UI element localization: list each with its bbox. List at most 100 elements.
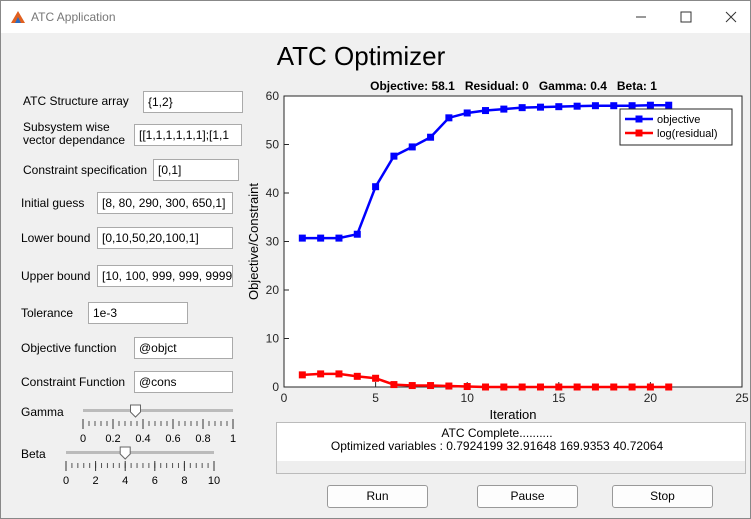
x-tick-label: 20	[644, 391, 658, 405]
slider-tick-label: 0	[80, 433, 86, 445]
marker	[518, 104, 526, 112]
field-label: Initial guess	[21, 196, 85, 210]
slider[interactable]: 0 2 4 6 8 10	[1, 443, 241, 488]
x-tick-label: 5	[372, 391, 379, 405]
field-label: Constraint Function	[21, 375, 126, 389]
y-tick-label: 30	[266, 235, 280, 249]
text-input[interactable]: 1e-3	[88, 302, 188, 324]
marker	[335, 234, 343, 242]
slider-thumb	[119, 446, 131, 460]
slider-tick-label: 0.2	[105, 433, 120, 445]
marker	[445, 382, 453, 390]
marker	[591, 383, 599, 391]
field-label: Tolerance	[21, 306, 74, 320]
marker	[390, 381, 398, 389]
marker	[555, 103, 563, 111]
field-label: ATC Structure array	[23, 94, 129, 108]
slider-tick-label: 4	[122, 475, 128, 487]
x-tick-label: 10	[461, 391, 475, 405]
slider-thumb	[130, 404, 141, 418]
field-label: Objective function	[21, 341, 117, 355]
marker	[591, 102, 599, 110]
text-input[interactable]: [10, 100, 999, 999, 9999	[97, 265, 233, 287]
marker	[372, 183, 380, 191]
marker	[665, 101, 673, 109]
text-input[interactable]: [[1,1,1,1,1,1];[1,1	[134, 124, 242, 146]
text-input[interactable]: [8, 80, 290, 300, 650,1]	[97, 192, 233, 214]
legend-box	[619, 108, 733, 146]
window-controls[interactable]	[631, 9, 741, 25]
marker	[628, 383, 636, 391]
window-title: ATC Application	[31, 10, 116, 24]
output-box: ATC Complete.......... Optimized variable…	[276, 422, 746, 474]
x-tick-label: 25	[735, 391, 749, 405]
slider-tick-label: 6	[152, 475, 158, 487]
marker	[665, 383, 673, 391]
marker	[482, 107, 490, 115]
slider-label: Beta	[21, 447, 46, 461]
slider-tick-label: 1	[230, 433, 236, 445]
marker	[335, 370, 343, 378]
marker	[463, 109, 471, 117]
y-tick-label: 20	[266, 283, 280, 297]
output-line: Optimized variables : 0.7924199 32.91648…	[330, 439, 664, 453]
x-tick-label: 0	[281, 391, 288, 405]
marker	[500, 383, 508, 391]
legend-marker	[635, 115, 643, 123]
field-label: Lower bound	[21, 231, 91, 245]
marker	[628, 102, 636, 110]
field-label: Constraint specification	[23, 163, 148, 177]
x-axis-label: Iteration	[490, 407, 537, 422]
marker	[536, 103, 544, 111]
marker	[427, 382, 435, 390]
slider[interactable]: 0 0.2 0.4 0.6 0.8 1	[1, 401, 241, 446]
marker	[610, 102, 618, 110]
y-tick-label: 50	[266, 138, 280, 152]
slider-tick-label: 0.6	[165, 433, 180, 445]
y-tick-label: 40	[266, 186, 280, 200]
app-icon	[11, 11, 25, 23]
button[interactable]: Stop	[612, 485, 713, 508]
marker	[317, 234, 325, 242]
slider-label: Gamma	[21, 405, 64, 419]
x-tick-label: 15	[552, 391, 566, 405]
slider-tick-label: 2	[93, 475, 99, 487]
legend-label: objective	[657, 114, 700, 126]
marker	[646, 383, 654, 391]
marker	[536, 383, 544, 391]
button[interactable]: Pause	[477, 485, 578, 508]
legend-label: log(residual)	[657, 128, 718, 140]
text-input[interactable]: {1,2}	[143, 91, 243, 113]
text-input[interactable]: [0,1]	[153, 159, 239, 181]
y-tick-label: 60	[266, 89, 280, 103]
marker	[353, 372, 361, 380]
slider-tick-label: 0	[63, 475, 69, 487]
field-label: Upper bound	[21, 269, 91, 283]
slider-track	[66, 451, 214, 454]
chart: 0 5 10 15 20 25 0 10 20 30 40 50 60 Iteration Objectiv…	[246, 89, 749, 422]
marker	[610, 383, 618, 391]
field-label: Subsystem wise vector dependance	[23, 120, 126, 147]
app-title: ATC Optimizer	[276, 41, 446, 71]
marker	[298, 371, 306, 379]
text-input[interactable]: @objct	[134, 337, 233, 359]
marker	[408, 143, 416, 151]
marker	[445, 114, 453, 122]
marker	[353, 230, 361, 238]
marker	[463, 383, 471, 391]
marker	[500, 105, 508, 113]
marker	[317, 370, 325, 378]
marker	[555, 383, 563, 391]
text-input[interactable]: @cons	[134, 371, 233, 393]
button[interactable]: Run	[327, 485, 428, 508]
legend-marker	[635, 129, 643, 137]
marker	[372, 374, 380, 382]
y-tick-label: 0	[272, 380, 279, 394]
scrollbar[interactable]	[277, 461, 745, 473]
text-input[interactable]: [0,10,50,20,100,1]	[97, 227, 233, 249]
status-line: Objective: 58.1 Residual: 0 Gamma: 0.4 B…	[370, 79, 657, 93]
marker	[573, 102, 581, 110]
marker	[298, 234, 306, 242]
marker	[427, 133, 435, 141]
